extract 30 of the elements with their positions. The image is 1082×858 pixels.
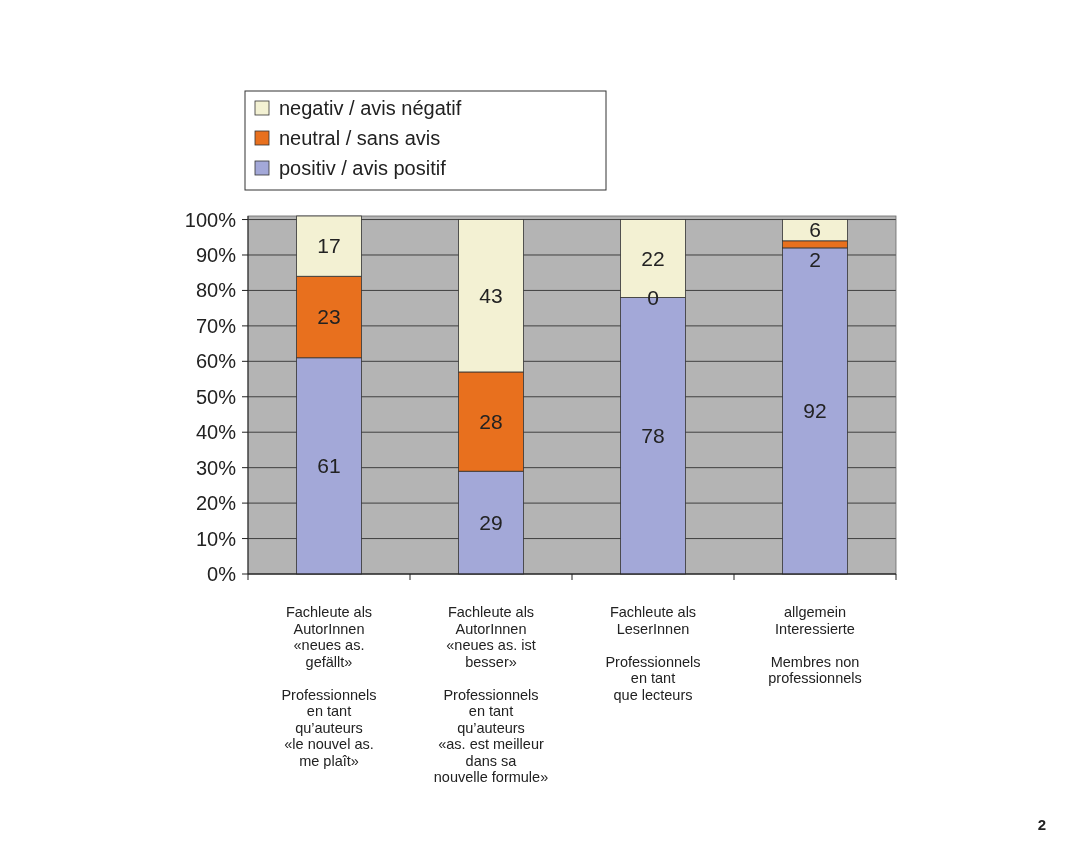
y-tick-label: 60%	[195, 350, 237, 373]
data-label: 28	[479, 409, 503, 433]
y-tick-label: 20%	[195, 492, 237, 515]
category-label: Fachleute als AutorInnen «neues as. ist besser» Professionnels en tant qu’auteurs «as. est meilleur dans sa nouvelle formule»	[433, 604, 549, 785]
data-label: 43	[479, 283, 503, 307]
text: 2	[1037, 816, 1046, 833]
y-tick-label: 90%	[195, 243, 237, 266]
data-label: 17	[317, 234, 341, 258]
y-tick-label: 40%	[195, 421, 237, 444]
y-tick-label: 0%	[207, 563, 237, 585]
data-label: 61	[317, 453, 341, 477]
data-label: 22	[641, 246, 665, 270]
legend-label: negativ / avis négatif	[279, 97, 462, 119]
y-tick-label: 80%	[195, 279, 237, 302]
data-label: 92	[803, 398, 827, 422]
data-label: 6	[809, 218, 821, 242]
y-tick-label: 30%	[195, 456, 237, 479]
y-tick-label: 100%	[184, 208, 237, 231]
data-label: 2	[809, 247, 821, 271]
data-label: 29	[479, 510, 503, 534]
legend-label: positiv / avis positif	[279, 157, 447, 179]
y-tick-label: 50%	[195, 385, 237, 408]
x-tick-label: allgemein Interessierte Membres non professionnels	[768, 604, 862, 686]
y-tick-label: 10%	[195, 527, 237, 550]
data-label: 78	[641, 423, 665, 447]
x-tick-label: Fachleute als LeserInnen Professionnels en tant que lecteurs	[605, 604, 701, 703]
legend-label: neutral / sans avis	[279, 127, 441, 149]
category-label: Fachleute als AutorInnen «neues as. gefällt» Professionnels en tant qu’auteurs «le nouvel as. me plaît»	[281, 604, 377, 769]
y-tick-label: 70%	[195, 314, 237, 337]
data-label: 23	[317, 305, 341, 329]
